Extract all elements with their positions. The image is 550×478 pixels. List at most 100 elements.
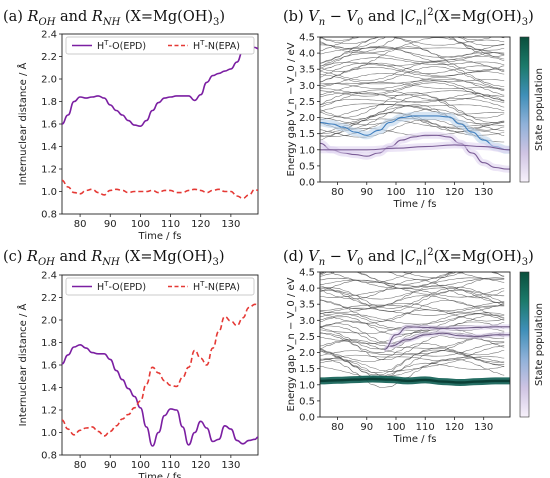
panel-d-state-line [320,295,505,310]
panel-a-ytick-label: 1.8 [41,97,57,108]
panel-b-state-line [320,104,505,121]
panel-d-populated-state-line [384,326,510,350]
panel-a-ytick-label: 1.0 [41,187,57,198]
panel-d-ytick-label: 0.5 [299,396,315,407]
panel-b-ytick-label: 3.5 [299,65,315,76]
panel-d-ytick-label: 1.5 [299,364,315,375]
panel-c-xtick-label: 110 [161,460,180,471]
panel-d-state-line [320,313,505,335]
panel-d-state-line [320,277,505,287]
panel-c-xtick-label: 130 [221,460,240,471]
panel-d-plot: 80 90 100 110 120 130 0.0 0.5 1.0 1.5 2.0 2.5 3.0 3.5… [286,268,545,446]
panel-d-ytick-label: 3.5 [299,300,315,311]
panel-b-state-line [320,82,505,96]
panel-d-colorbar-label: State population [534,303,545,386]
panel-d-populated-state-line [390,332,510,347]
panel-c-xlabel: Time / fs [138,472,182,478]
panel-a-series-epa-line [62,179,258,200]
panel-c-ytick-label: 0.8 [41,451,57,462]
panel-c-ytick-label: 1.0 [41,428,57,439]
panel-d-state-line [320,343,505,362]
panel-b-state-line [320,62,505,78]
panel-b-state-line [320,37,505,51]
panel-d-xtick-label: 80 [331,422,344,433]
panel-b-state-line [320,89,505,108]
panel-c-legend-box [65,277,255,296]
panel-b-state-line [320,66,505,90]
panel-b-state-line [320,45,505,69]
panel-c-ytick-label: 2.0 [41,316,57,327]
panel-b-state-line [500,37,505,39]
panel-b-xtick-label: 80 [331,187,344,198]
panel-b-xtick-label: 100 [386,187,405,198]
panel-a-plot: 80 90 100 110 120 130 0.8 1.0 1.2 1.4 1.6 1.8 2.0 2.2… [16,30,259,242]
panel-b-state-line [320,92,505,119]
panel-b-state-line [320,118,505,134]
panel-c-ytick-label: 1.6 [41,361,57,372]
panel-d-state-line [320,284,505,307]
panel-d-ytick-label: 4.5 [299,268,315,279]
panel-d-ytick-label: 0.0 [299,413,315,424]
panel-a-xtick-label: 90 [104,219,117,230]
panel-a-series-epd-line [62,44,258,128]
panel-d-state-line [320,312,505,325]
panel-b-populated-states [320,111,510,173]
panel-d-background [320,272,510,417]
panel-a-xtick-label: 130 [221,219,240,230]
panel-d-state-line [320,358,505,388]
panel-d-state-line [320,277,505,295]
panel-d-ytick-label: 3.0 [299,316,315,327]
panel-d-xtick-label: 110 [416,422,435,433]
panel-a-ytick-label: 2.2 [41,52,57,63]
panel-b-state-line [320,95,505,123]
panel-c-legend: HT-O(EPD) HT-N(EPA) [65,277,255,296]
panel-a-legend-box [65,36,255,55]
panel-d-state-line [320,286,505,309]
panel-a-legend-label-epd: HT-O(EPD) [97,39,146,52]
panel-b-colorbar [519,36,530,183]
panel-d-state-line [320,342,505,357]
panel-c-xtick-label: 100 [131,460,150,471]
panel-a-legend: HT-O(EPD) HT-N(EPA) [65,36,255,55]
panel-c-title: (c) ROH and RNH (X=Mg(OH)3) [3,249,225,268]
panel-c-ytick-label: 2.4 [41,271,57,282]
panel-d-xlabel: Time / fs [393,434,437,445]
panel-a-title: (a) ROH and RNH (X=Mg(OH)3) [3,9,225,28]
panel-d-state-line [326,272,345,273]
panel-b-state-line [320,37,505,64]
panel-b-state-line [320,37,505,52]
panel-b-plot: 80 90 100 110 120 130 0.0 0.5 1.0 1.5 2.0 2.5 3.0 3.5… [286,33,545,211]
panel-d-xtick-label: 100 [386,422,405,433]
panel-c-plot: 80 90 100 110 120 130 0.8 1.0 1.2 1.4 1.6 1.8 2.0 2.2… [16,271,259,478]
panel-d-state-line [320,272,505,290]
panel-a-ytick-label: 2.4 [41,30,57,41]
panel-b-ytick-label: 2.0 [299,113,315,124]
panel-b-state-line [320,82,505,103]
panel-a-ytick-label: 1.4 [41,142,57,153]
panel-d-state-line [320,345,505,362]
panel-b-state-line [320,103,505,112]
panel-d-state-line [320,272,505,285]
panel-d-state-line [320,314,505,331]
panel-b-state-line [320,105,505,125]
panel-b-xtick-label: 120 [445,187,464,198]
panel-b-ytick-label: 0.5 [299,161,315,172]
panel-d-state-line [320,362,505,378]
panel-d-state-line [320,288,505,298]
panel-b-state-line [320,80,505,101]
panel-a-ytick-label: 1.2 [41,165,57,176]
panel-b-ytick-label: 2.5 [299,97,315,108]
panel-c-ytick-label: 1.2 [41,406,57,417]
panel-b-xtick-label: 130 [474,187,493,198]
panel-b-ytick-label: 1.0 [299,145,315,156]
panel-b-ytick-label: 4.5 [299,33,315,44]
panel-b-state-line [320,62,505,83]
panel-b-ytick-label: 4.0 [299,49,315,60]
panel-a-ytick-label: 2.0 [41,75,57,86]
panel-d-state-line [320,272,455,280]
panel-a-legend-label-epa: HT-N(EPA) [193,39,240,52]
panel-b-populated-state-line [320,115,510,151]
panel-a-ytick-label: 1.6 [41,120,57,131]
panel-d-state-line [320,305,505,316]
